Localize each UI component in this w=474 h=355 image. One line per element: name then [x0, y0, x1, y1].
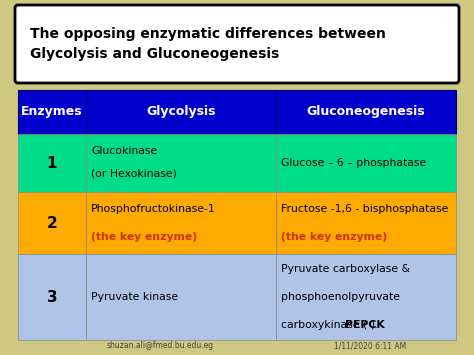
Text: Phosphofructokinase-1: Phosphofructokinase-1 [91, 204, 216, 214]
FancyBboxPatch shape [15, 5, 459, 83]
Bar [86, 192, 276, 254]
Text: shuzan.ali@fmed.bu.edu.eg: shuzan.ali@fmed.bu.edu.eg [107, 342, 214, 350]
Text: 3: 3 [46, 289, 57, 305]
Bar [276, 90, 456, 134]
Text: 1/11/2020 6:11 AM: 1/11/2020 6:11 AM [334, 342, 406, 350]
Bar [86, 90, 276, 134]
Bar [276, 254, 456, 340]
Text: ).: ). [370, 320, 377, 329]
Text: (the key enzyme): (the key enzyme) [91, 232, 197, 242]
Bar [276, 134, 456, 192]
Text: Fructose -1,6 - bisphosphatase: Fructose -1,6 - bisphosphatase [281, 204, 448, 214]
Text: carboxykinase (: carboxykinase ( [281, 320, 367, 329]
Text: Glucose – 6 – phosphatase: Glucose – 6 – phosphatase [281, 158, 426, 168]
Text: phosphoenolpyruvate: phosphoenolpyruvate [281, 292, 400, 302]
Text: 1: 1 [47, 155, 57, 170]
Text: Pyruvate kinase: Pyruvate kinase [91, 292, 178, 302]
Text: Gluconeogenesis: Gluconeogenesis [307, 105, 425, 119]
Text: (the key enzyme): (the key enzyme) [281, 232, 387, 242]
Bar [18, 134, 86, 192]
Bar [18, 90, 86, 134]
Bar [18, 254, 86, 340]
Text: Enzymes: Enzymes [21, 105, 83, 119]
Bar [18, 192, 86, 254]
Text: Pyruvate carboxylase &: Pyruvate carboxylase & [281, 264, 410, 274]
Bar [86, 134, 276, 192]
Bar [276, 192, 456, 254]
Text: (or Hexokinase): (or Hexokinase) [91, 168, 177, 179]
Text: Glycolysis: Glycolysis [146, 105, 216, 119]
Text: Glucokinase: Glucokinase [91, 146, 157, 157]
Text: The opposing enzymatic differences between
Glycolysis and Gluconeogenesis: The opposing enzymatic differences betwe… [30, 27, 386, 61]
Bar [86, 254, 276, 340]
Text: PEPCK: PEPCK [345, 320, 384, 329]
Text: 2: 2 [46, 215, 57, 230]
